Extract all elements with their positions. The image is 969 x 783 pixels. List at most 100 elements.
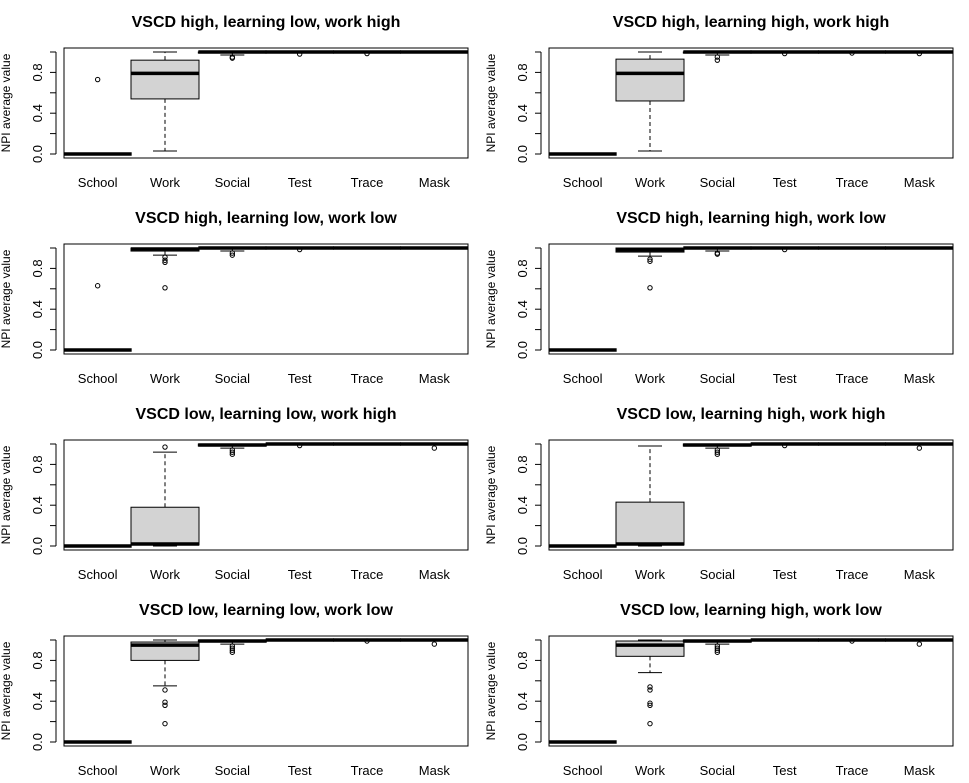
box-work bbox=[615, 51, 685, 152]
y-tick-label: 0.0 bbox=[515, 733, 530, 751]
box-test bbox=[265, 442, 334, 449]
x-tick-label: Test bbox=[773, 175, 797, 190]
y-tick-label: 0.0 bbox=[30, 341, 45, 359]
x-tick-label: Mask bbox=[419, 567, 451, 582]
box-trace bbox=[333, 638, 401, 644]
box-test bbox=[750, 246, 819, 253]
box-mask bbox=[885, 50, 954, 57]
box-trace bbox=[333, 50, 401, 57]
x-tick-label: Work bbox=[635, 567, 666, 582]
y-axis-label: NPI average value bbox=[0, 53, 13, 152]
y-axis-label: NPI average value bbox=[484, 641, 498, 740]
panel-2: VSCD high, learning high, work high 0.0 0.… bbox=[484, 14, 954, 190]
panel-title: VSCD high, learning high, work low bbox=[616, 210, 886, 227]
x-tick-label: Trace bbox=[836, 763, 869, 778]
plot-frame bbox=[63, 439, 469, 551]
outlier-point bbox=[647, 684, 653, 690]
x-tick-label: School bbox=[563, 567, 603, 582]
box-test bbox=[265, 50, 334, 57]
x-tick-label: Mask bbox=[904, 763, 936, 778]
y-tick-label: 0.0 bbox=[30, 537, 45, 555]
outlier-point bbox=[714, 57, 721, 63]
outlier-point bbox=[781, 50, 788, 57]
x-tick-label: Mask bbox=[419, 371, 451, 386]
outlier-point bbox=[296, 51, 303, 57]
outlier-point bbox=[714, 649, 721, 655]
outlier-point bbox=[781, 442, 788, 449]
x-tick-label: Trace bbox=[351, 567, 384, 582]
x-tick-label: Trace bbox=[351, 175, 384, 190]
x-tick-label: Work bbox=[635, 175, 666, 190]
box-body bbox=[615, 640, 685, 657]
y-tick-label: 0.8 bbox=[515, 259, 530, 277]
y-tick-label: 0.0 bbox=[30, 733, 45, 751]
x-tick-label: Mask bbox=[904, 175, 936, 190]
x-tick-label: Test bbox=[288, 175, 312, 190]
panel-title: VSCD high, learning high, work high bbox=[613, 14, 889, 31]
x-tick-label: Social bbox=[700, 175, 736, 190]
panel-title: VSCD high, learning low, work high bbox=[132, 14, 401, 31]
box-body bbox=[130, 59, 200, 100]
box-social bbox=[197, 246, 267, 258]
x-tick-label: School bbox=[78, 763, 118, 778]
outlier-point bbox=[162, 254, 168, 260]
outlier-point bbox=[849, 50, 855, 56]
y-tick-label: 0.4 bbox=[30, 300, 45, 318]
outlier-point bbox=[647, 720, 653, 727]
y-axis-label: NPI average value bbox=[484, 53, 498, 152]
y-tick-label: 0.4 bbox=[30, 104, 45, 122]
outlier-point bbox=[714, 451, 721, 457]
outlier-point bbox=[229, 449, 236, 455]
outlier-point bbox=[162, 702, 168, 708]
panel-5: VSCD low, learning low, work high 0.0 0.4 0… bbox=[0, 406, 469, 582]
y-tick-label: 0.4 bbox=[515, 692, 530, 710]
box-mask bbox=[885, 442, 954, 451]
x-tick-label: Test bbox=[288, 567, 312, 582]
x-tick-label: School bbox=[78, 175, 118, 190]
box-mask bbox=[400, 442, 469, 451]
box-social bbox=[682, 50, 752, 63]
box-trace bbox=[818, 50, 886, 56]
y-tick-label: 0.4 bbox=[30, 692, 45, 710]
x-tick-label: Social bbox=[215, 763, 251, 778]
box-test bbox=[750, 442, 819, 449]
x-tick-label: Mask bbox=[419, 175, 451, 190]
x-tick-label: School bbox=[563, 175, 603, 190]
box-school bbox=[63, 283, 132, 352]
box-work bbox=[130, 639, 200, 727]
x-tick-label: Trace bbox=[351, 371, 384, 386]
x-tick-label: Trace bbox=[351, 763, 384, 778]
outlier-point bbox=[431, 641, 438, 647]
x-tick-label: School bbox=[78, 371, 118, 386]
outlier-point bbox=[229, 451, 236, 457]
outlier-point bbox=[916, 50, 923, 57]
y-axis-label: NPI average value bbox=[0, 249, 13, 348]
y-tick-label: 0.4 bbox=[515, 300, 530, 318]
box-body bbox=[615, 501, 685, 546]
y-tick-label: 0.4 bbox=[30, 496, 45, 514]
y-tick-label: 0.8 bbox=[30, 259, 45, 277]
x-tick-label: Test bbox=[773, 763, 797, 778]
outlier-point bbox=[162, 285, 168, 291]
x-tick-label: Mask bbox=[904, 567, 936, 582]
outlier-point bbox=[364, 638, 370, 644]
x-tick-label: School bbox=[78, 567, 118, 582]
outlier-point bbox=[916, 445, 923, 451]
box-body bbox=[615, 58, 685, 102]
outlier-point bbox=[714, 449, 721, 455]
box-work bbox=[130, 247, 200, 291]
outlier-point bbox=[647, 256, 653, 262]
outlier-point bbox=[647, 687, 653, 693]
x-tick-label: Test bbox=[773, 371, 797, 386]
outlier-point bbox=[647, 700, 653, 706]
x-tick-label: Social bbox=[215, 175, 251, 190]
x-tick-label: Work bbox=[635, 371, 666, 386]
panel-title: VSCD low, learning low, work high bbox=[135, 406, 396, 423]
x-tick-label: Trace bbox=[836, 567, 869, 582]
x-tick-label: Social bbox=[700, 371, 736, 386]
panel-title: VSCD high, learning low, work low bbox=[135, 210, 397, 227]
box-school bbox=[63, 76, 132, 156]
x-tick-label: School bbox=[563, 371, 603, 386]
outlier-point bbox=[781, 246, 788, 253]
plot-frame bbox=[63, 47, 469, 159]
